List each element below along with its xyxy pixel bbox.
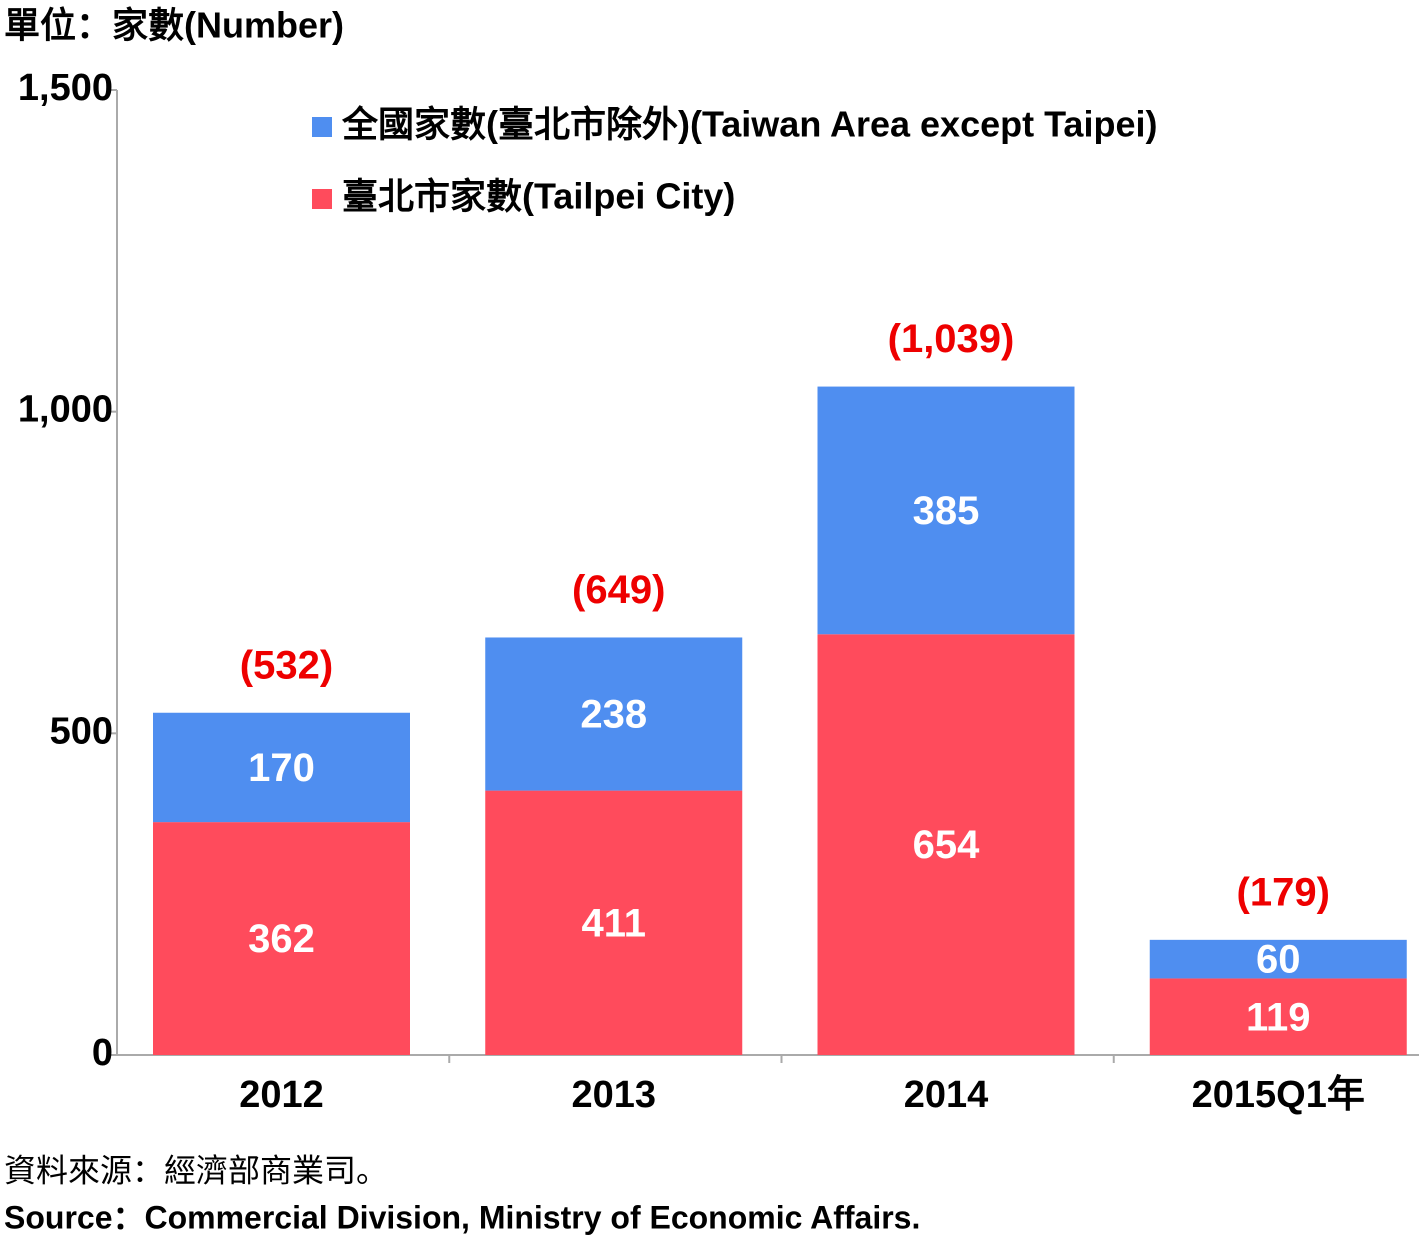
source-en: Source：Commercial Division, Ministry of … <box>4 1199 920 1235</box>
y-tick-label: 1,000 <box>18 389 113 431</box>
bar-segment <box>485 637 743 791</box>
bar-segment <box>817 386 1075 635</box>
total-label: (179) <box>1237 870 1330 914</box>
bar-segment <box>1149 939 1407 979</box>
x-tick-label: 2014 <box>904 1074 989 1116</box>
data-label: 60 <box>1256 938 1301 982</box>
bar-segment <box>153 822 410 1055</box>
total-label: (1,039) <box>888 317 1015 361</box>
legend-label: 全國家數(臺北市除外)(Taiwan Area except Taipei) <box>341 104 1157 145</box>
legend-swatch <box>312 189 332 209</box>
bar-segment <box>1149 978 1407 1055</box>
x-tick-label: 2013 <box>571 1074 656 1116</box>
unit-label: 單位：家數(Number) <box>4 5 344 46</box>
data-label: 362 <box>248 917 315 961</box>
bar-segment <box>153 712 410 823</box>
data-label: 411 <box>581 901 646 945</box>
data-label: 238 <box>580 693 647 737</box>
total-label: (532) <box>240 643 333 687</box>
data-label: 654 <box>913 823 980 867</box>
y-tick-label: 0 <box>92 1032 113 1074</box>
legend-swatch <box>312 117 332 137</box>
data-label: 385 <box>913 489 980 533</box>
data-label: 170 <box>248 746 315 790</box>
bar-segment <box>817 634 1075 1055</box>
y-tick-label: 500 <box>50 710 113 752</box>
data-label: 119 <box>1246 995 1311 1039</box>
y-tick-label: 1,500 <box>18 67 113 109</box>
source-zh: 資料來源：經濟部商業司。 <box>4 1152 388 1188</box>
total-label: (649) <box>572 568 665 612</box>
legend-label: 臺北市家數(Tailpei City) <box>342 176 735 217</box>
x-tick-label: 2015Q1年 <box>1192 1074 1365 1116</box>
bar-segment <box>485 790 743 1055</box>
x-tick-label: 2012 <box>239 1074 324 1116</box>
